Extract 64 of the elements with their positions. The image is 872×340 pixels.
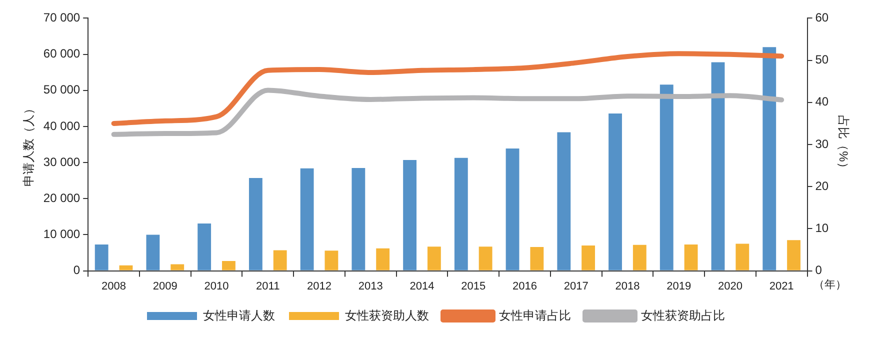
y-tick-label: 30 000 (43, 154, 80, 169)
x-tick-label: 2010 (204, 280, 229, 292)
bar (376, 248, 390, 270)
x-tick-label: 2008 (102, 280, 126, 292)
y-tick-label: 60 000 (43, 46, 80, 61)
bar (684, 244, 698, 270)
bar (248, 178, 262, 270)
x-tick-label: 2009 (152, 280, 178, 292)
y2-tick-label: 10 (815, 221, 829, 236)
y2-tick-label: 40 (815, 94, 829, 109)
bar (762, 47, 776, 270)
bar (557, 132, 571, 270)
y-tick-label: 20 000 (43, 190, 80, 205)
bar (582, 246, 596, 270)
y2-tick-label: 0 (815, 263, 822, 278)
bar (94, 244, 108, 270)
bar (530, 246, 544, 270)
x-tick-label: 2011 (256, 280, 280, 292)
x-tick-label: 2019 (666, 280, 692, 292)
bar (352, 168, 366, 270)
bar (478, 246, 492, 270)
bar (146, 234, 160, 270)
bar (608, 113, 622, 270)
bar (119, 265, 133, 270)
bar (736, 244, 750, 270)
x-tick-label: 2013 (358, 280, 383, 292)
bar (454, 158, 468, 270)
bar (170, 264, 184, 270)
bar (711, 62, 725, 270)
y-axis-title: 申请人数（人） (22, 102, 36, 186)
y2-tick-label: 50 (815, 52, 829, 67)
bar (403, 160, 417, 270)
x-tick-label: 2020 (718, 280, 742, 292)
x-tick-label: 2014 (410, 280, 434, 292)
bar (660, 84, 674, 270)
y-tick-label: 50 000 (43, 82, 80, 97)
bar (324, 250, 338, 270)
bar (273, 250, 287, 270)
x-tick-label: 2021 (769, 280, 794, 292)
x-tick-label: 2018 (615, 280, 640, 292)
y-tick-label: 10 000 (43, 227, 80, 242)
legend-label: 女性获资助占比 (641, 308, 725, 322)
bar (198, 224, 212, 270)
bar (632, 244, 646, 270)
legend-label: 女性申请占比 (499, 308, 571, 322)
bar (300, 168, 314, 270)
text: （年） (813, 278, 846, 291)
bar (427, 246, 441, 270)
y2-axis-title: 占比（%） (836, 115, 850, 174)
y-tick-label: 70 000 (43, 10, 80, 25)
y-tick-label: 40 000 (43, 118, 80, 133)
x-tick-label: 2016 (512, 280, 537, 292)
legend-label: 女性获资助人数 (345, 308, 429, 322)
x-tick-label: 2017 (564, 280, 588, 292)
legend-label: 女性申请人数 (203, 308, 275, 322)
y2-tick-label: 20 (815, 178, 829, 193)
x-tick-label: 2015 (461, 280, 486, 292)
y2-tick-label: 60 (815, 10, 829, 25)
x-tick-label: 2012 (307, 280, 332, 292)
y2-tick-label: 30 (815, 136, 829, 151)
bar (787, 240, 800, 270)
bar (222, 261, 236, 270)
bar (506, 148, 520, 270)
y-tick-label: 0 (73, 263, 80, 278)
